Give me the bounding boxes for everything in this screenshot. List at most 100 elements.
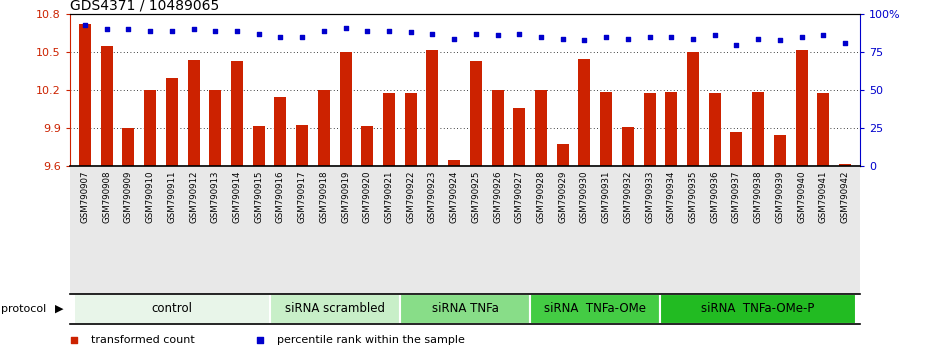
Bar [270, 294, 400, 324]
Point [446, 36, 461, 41]
Bar [361, 126, 373, 166]
Bar [557, 143, 569, 166]
Bar [339, 52, 352, 166]
Text: GSM790930: GSM790930 [580, 170, 589, 223]
Bar [253, 126, 265, 166]
Bar [709, 93, 721, 166]
Point [404, 30, 418, 35]
Bar [79, 24, 91, 166]
Text: percentile rank within the sample: percentile rank within the sample [277, 336, 465, 346]
Point [685, 36, 700, 41]
Point [751, 36, 765, 41]
Point [577, 37, 591, 43]
Text: GSM790910: GSM790910 [146, 170, 154, 223]
Bar [817, 93, 830, 166]
Text: GSM790925: GSM790925 [472, 170, 481, 223]
Text: siRNA scrambled: siRNA scrambled [285, 302, 385, 315]
Bar [665, 92, 677, 166]
Text: GSM790927: GSM790927 [515, 170, 524, 223]
Point [77, 22, 92, 28]
Text: GSM790912: GSM790912 [189, 170, 198, 223]
Bar [296, 125, 308, 166]
Text: GSM790915: GSM790915 [254, 170, 263, 223]
Point [729, 42, 744, 47]
Bar [209, 90, 221, 166]
Bar [405, 93, 417, 166]
Text: GSM790935: GSM790935 [688, 170, 698, 223]
Bar [231, 61, 243, 166]
Text: GSM790923: GSM790923 [428, 170, 437, 223]
Bar [318, 90, 330, 166]
Text: siRNA  TNFa-OMe: siRNA TNFa-OMe [544, 302, 646, 315]
Bar [470, 61, 482, 166]
Point [708, 33, 723, 38]
Text: GSM790920: GSM790920 [363, 170, 372, 223]
Bar [530, 294, 660, 324]
Point [794, 34, 809, 40]
Point [251, 31, 266, 37]
Point [512, 31, 526, 37]
Point [100, 27, 114, 32]
Text: siRNA  TNFa-OMe-P: siRNA TNFa-OMe-P [701, 302, 815, 315]
Point [642, 34, 657, 40]
Text: GSM790934: GSM790934 [667, 170, 676, 223]
Text: GSM790914: GSM790914 [232, 170, 242, 223]
Bar [660, 294, 856, 324]
Text: GSM790937: GSM790937 [732, 170, 741, 223]
Point [838, 40, 853, 46]
Text: GSM790908: GSM790908 [102, 170, 112, 223]
Text: GSM790907: GSM790907 [81, 170, 89, 223]
Bar [687, 52, 699, 166]
Text: GDS4371 / 10489065: GDS4371 / 10489065 [70, 0, 219, 13]
Point [295, 34, 310, 40]
Point [664, 34, 679, 40]
Point [360, 28, 375, 34]
Point [230, 28, 245, 34]
Bar [730, 132, 742, 166]
Point [339, 25, 353, 31]
Point [121, 27, 136, 32]
Point [186, 27, 201, 32]
Text: GSM790938: GSM790938 [753, 170, 763, 223]
Point [534, 34, 549, 40]
Bar [123, 128, 134, 166]
Bar [492, 90, 503, 166]
Bar [644, 93, 656, 166]
Text: GSM790941: GSM790941 [818, 170, 828, 223]
Point [469, 31, 484, 37]
Text: GSM790936: GSM790936 [711, 170, 719, 223]
Text: GSM790932: GSM790932 [623, 170, 632, 223]
Text: protocol: protocol [1, 304, 46, 314]
Bar [796, 50, 807, 166]
Bar [144, 90, 156, 166]
Text: GSM790917: GSM790917 [298, 170, 307, 223]
Bar [274, 97, 286, 166]
Text: GSM790928: GSM790928 [537, 170, 546, 223]
Text: siRNA TNFa: siRNA TNFa [432, 302, 498, 315]
Text: GSM790922: GSM790922 [406, 170, 415, 223]
Text: control: control [152, 302, 193, 315]
Text: GSM790939: GSM790939 [776, 170, 784, 223]
Text: GSM790913: GSM790913 [211, 170, 219, 223]
Bar [578, 58, 591, 166]
Point [599, 34, 614, 40]
Bar [400, 294, 530, 324]
Bar [839, 164, 851, 166]
Bar [535, 90, 547, 166]
Point [816, 33, 830, 38]
Bar [383, 93, 395, 166]
Bar [188, 60, 200, 166]
Point [165, 28, 179, 34]
Text: GSM790940: GSM790940 [797, 170, 806, 223]
Point [381, 28, 396, 34]
Bar [166, 78, 178, 166]
Point [555, 36, 570, 41]
Point [773, 37, 788, 43]
Bar [752, 92, 764, 166]
Text: transformed count: transformed count [91, 336, 195, 346]
Text: GSM790919: GSM790919 [341, 170, 350, 223]
Text: GSM790924: GSM790924 [449, 170, 458, 223]
Bar [427, 50, 438, 166]
Point [207, 28, 222, 34]
Bar [448, 160, 460, 166]
